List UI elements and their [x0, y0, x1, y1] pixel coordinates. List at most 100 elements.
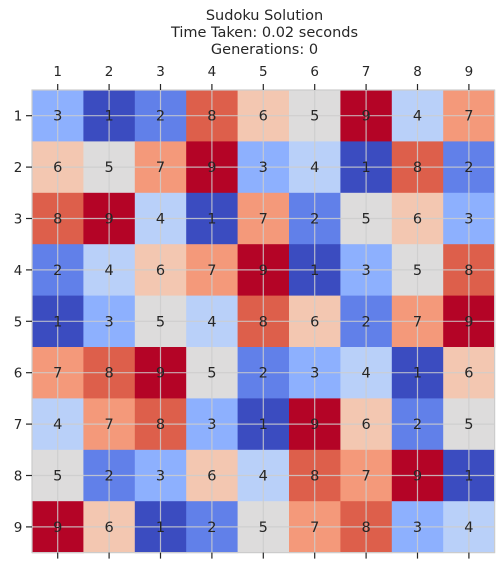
x-tick-label: 8 [413, 64, 422, 80]
y-tick-label: 9 [14, 520, 23, 536]
cell-value-label: 7 [207, 263, 216, 279]
cell-value-label: 2 [156, 109, 165, 125]
cell-value-label: 6 [464, 366, 473, 382]
y-tick-label: 7 [14, 417, 23, 433]
cell-value-label: 6 [207, 469, 216, 485]
cell-value-label: 1 [413, 366, 422, 382]
cell-value-label: 3 [361, 263, 370, 279]
cell-value-label: 3 [259, 160, 268, 176]
cell-value-label: 8 [413, 160, 422, 176]
cell-value-label: 8 [156, 417, 165, 433]
x-tick-label: 1 [53, 64, 62, 80]
x-tick-label: 2 [105, 64, 114, 80]
cell-value-label: 9 [310, 417, 319, 433]
cell-value-label: 4 [156, 212, 165, 228]
cell-value-label: 5 [207, 366, 216, 382]
cell-value-label: 7 [156, 160, 165, 176]
cell-value-label: 6 [104, 520, 113, 536]
chart-title-line-2: Time Taken: 0.02 seconds [170, 25, 359, 41]
cell-value-label: 7 [104, 417, 113, 433]
cell-value-label: 1 [310, 263, 319, 279]
cell-value-label: 6 [259, 109, 268, 125]
cell-value-label: 2 [53, 263, 62, 279]
cell-value-label: 6 [413, 212, 422, 228]
cell-value-label: 6 [156, 263, 165, 279]
cell-value-label: 1 [53, 314, 62, 330]
cell-value-label: 8 [310, 469, 319, 485]
cell-value-label: 7 [259, 212, 268, 228]
cell-value-label: 6 [53, 160, 62, 176]
cell-value-label: 1 [464, 469, 473, 485]
cell-value-label: 2 [104, 469, 113, 485]
cell-value-label: 4 [310, 160, 319, 176]
cell-value-label: 3 [53, 109, 62, 125]
cell-value-label: 7 [464, 109, 473, 125]
cell-value-label: 9 [53, 520, 62, 536]
cell-value-label: 5 [413, 263, 422, 279]
cell-value-label: 7 [361, 469, 370, 485]
cell-value-label: 1 [207, 212, 216, 228]
cell-value-label: 8 [207, 109, 216, 125]
cell-value-label: 3 [310, 366, 319, 382]
cell-value-label: 1 [104, 109, 113, 125]
cell-value-label: 9 [156, 366, 165, 382]
cell-value-label: 4 [207, 314, 216, 330]
cell-value-label: 8 [104, 366, 113, 382]
cell-value-label: 9 [259, 263, 268, 279]
cell-value-label: 6 [310, 314, 319, 330]
y-tick-label: 1 [14, 109, 23, 125]
y-tick-label: 2 [14, 160, 23, 176]
cell-value-label: 8 [464, 263, 473, 279]
y-tick-label: 5 [14, 314, 23, 330]
cell-value-label: 5 [310, 109, 319, 125]
cell-value-label: 3 [156, 469, 165, 485]
cell-value-label: 1 [259, 417, 268, 433]
cell-value-label: 4 [464, 520, 473, 536]
cell-value-label: 3 [464, 212, 473, 228]
cell-value-label: 8 [53, 212, 62, 228]
cell-value-label: 9 [207, 160, 216, 176]
y-tick-label: 8 [14, 469, 23, 485]
cell-value-label: 5 [156, 314, 165, 330]
cell-value-label: 8 [361, 520, 370, 536]
cell-value-label: 2 [310, 212, 319, 228]
cell-value-label: 8 [259, 314, 268, 330]
x-tick-label: 7 [362, 64, 371, 80]
cell-value-label: 2 [259, 366, 268, 382]
cell-value-label: 4 [361, 366, 370, 382]
cell-value-label: 1 [156, 520, 165, 536]
cell-value-label: 4 [259, 469, 268, 485]
cell-value-label: 7 [53, 366, 62, 382]
cell-value-label: 9 [413, 469, 422, 485]
cell-value-label: 5 [53, 469, 62, 485]
cell-value-label: 5 [464, 417, 473, 433]
x-tick-label: 3 [156, 64, 165, 80]
cell-value-label: 4 [104, 263, 113, 279]
cell-value-label: 4 [53, 417, 62, 433]
cell-value-label: 9 [361, 109, 370, 125]
cell-value-label: 5 [259, 520, 268, 536]
cell-value-label: 7 [310, 520, 319, 536]
cell-value-label: 9 [464, 314, 473, 330]
y-tick-label: 3 [14, 212, 23, 228]
y-tick-label: 6 [14, 366, 23, 382]
cell-value-label: 6 [361, 417, 370, 433]
x-tick-label: 6 [310, 64, 319, 80]
cell-value-label: 3 [104, 314, 113, 330]
chart-title-line-1: Sudoku Solution [205, 8, 324, 24]
x-tick-label: 4 [208, 64, 217, 80]
x-tick-label: 9 [465, 64, 474, 80]
y-tick-label: 4 [14, 263, 23, 279]
cell-value-label: 2 [464, 160, 473, 176]
cell-value-label: 2 [207, 520, 216, 536]
cell-value-label: 7 [413, 314, 422, 330]
chart-title-line-3: Generations: 0 [210, 42, 319, 58]
x-tick-label: 5 [259, 64, 268, 80]
cell-value-label: 3 [207, 417, 216, 433]
cell-value-label: 2 [361, 314, 370, 330]
cell-value-label: 3 [413, 520, 422, 536]
cell-value-label: 5 [361, 212, 370, 228]
cell-value-label: 1 [361, 160, 370, 176]
